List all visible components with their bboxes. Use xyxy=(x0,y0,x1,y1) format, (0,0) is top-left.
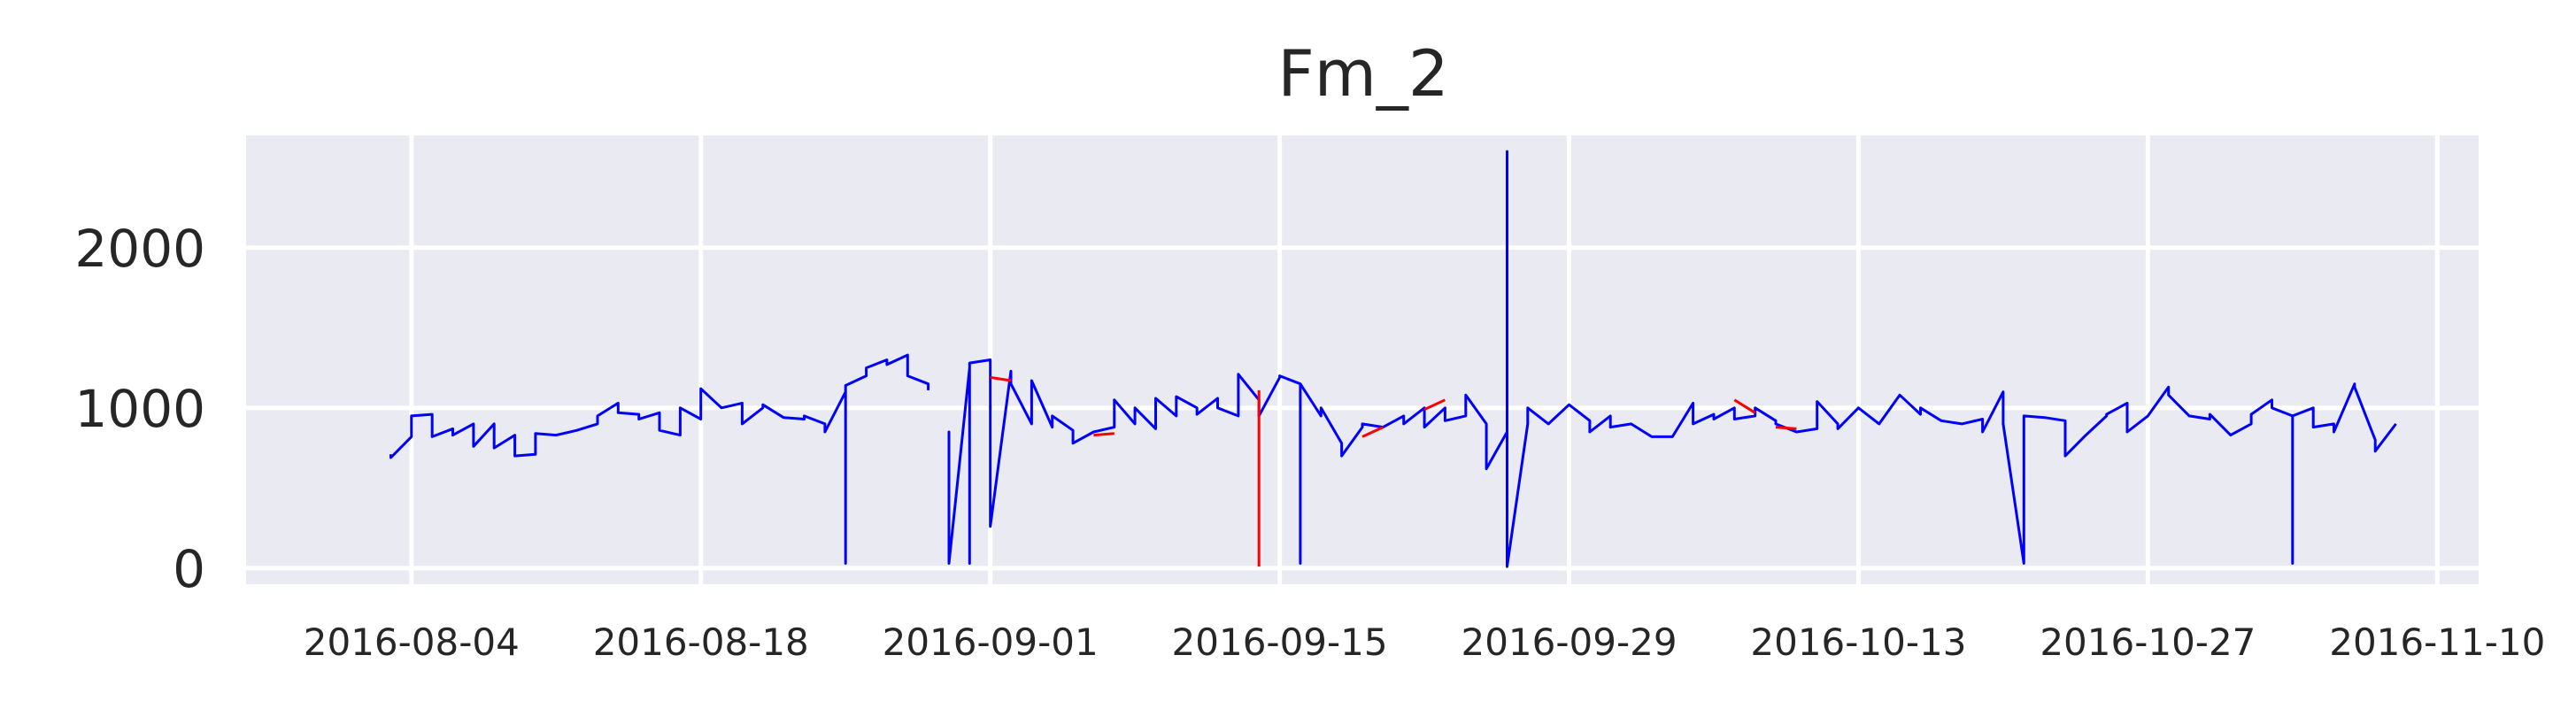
series-line-1 xyxy=(990,375,1797,567)
x-tick-label-6: 2016-10-27 xyxy=(2040,620,2256,664)
x-tick-label-5: 2016-10-13 xyxy=(1750,620,1966,664)
plot-area xyxy=(246,135,2479,584)
series-lines xyxy=(389,150,2397,568)
y-tick-label-1: 1000 xyxy=(74,379,205,439)
x-tick-label-7: 2016-11-10 xyxy=(2329,620,2545,664)
x-tick-label-0: 2016-08-04 xyxy=(304,620,520,664)
y-tick-label-2: 2000 xyxy=(74,219,205,279)
x-tick-label-2: 2016-09-01 xyxy=(883,620,1099,664)
series-line-0 xyxy=(389,150,2397,568)
x-tick-label-3: 2016-09-15 xyxy=(1172,620,1388,664)
x-tick-label-4: 2016-09-29 xyxy=(1461,620,1677,664)
chart-title: Fm_2 xyxy=(1277,36,1448,111)
x-axis-ticks: 2016-08-04 2016-08-18 2016-09-01 2016-09-15… xyxy=(304,620,2546,664)
x-tick-label-1: 2016-08-18 xyxy=(593,620,809,664)
y-tick-label-0: 0 xyxy=(173,539,205,599)
y-axis-ticks: 0 1000 2000 xyxy=(74,219,205,599)
